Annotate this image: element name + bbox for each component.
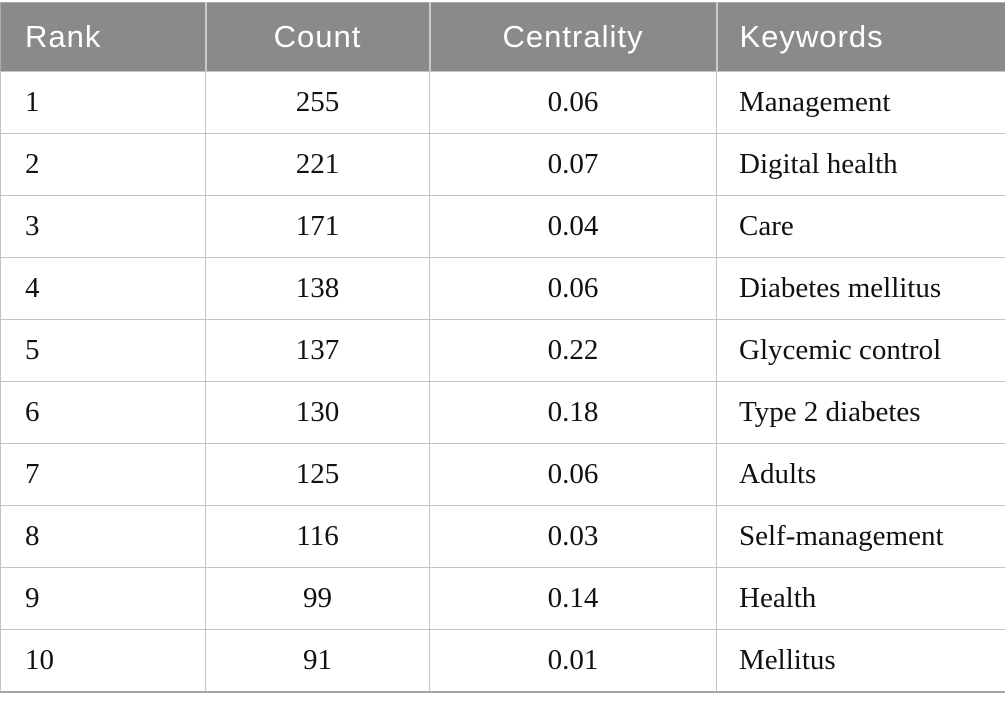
cell-rank: 10	[0, 629, 206, 693]
cell-centrality: 0.14	[429, 567, 717, 630]
cell-rank: 3	[0, 195, 206, 258]
cell-count: 171	[205, 195, 430, 258]
cell-keywords: Health	[716, 567, 1005, 630]
cell-centrality: 0.06	[429, 71, 717, 134]
cell-keywords: Care	[716, 195, 1005, 258]
cell-count: 116	[205, 505, 430, 568]
cell-centrality: 0.18	[429, 381, 717, 444]
table-row: 10 91 0.01 Mellitus	[0, 629, 1005, 693]
cell-keywords: Self-management	[716, 505, 1005, 568]
table-row: 8 116 0.03 Self-management	[0, 505, 1005, 568]
cell-rank: 4	[0, 257, 206, 320]
cell-keywords: Mellitus	[716, 629, 1005, 693]
cell-count: 255	[205, 71, 430, 134]
cell-rank: 7	[0, 443, 206, 506]
table-row: 1 255 0.06 Management	[0, 71, 1005, 134]
header-cell-centrality: Centrality	[428, 2, 717, 72]
cell-count: 91	[205, 629, 430, 693]
table-row: 9 99 0.14 Health	[0, 567, 1005, 630]
cell-rank: 2	[0, 133, 206, 196]
cell-rank: 6	[0, 381, 206, 444]
cell-rank: 1	[0, 71, 206, 134]
cell-centrality: 0.01	[429, 629, 717, 693]
header-cell-rank: Rank	[0, 2, 206, 72]
cell-rank: 5	[0, 319, 206, 382]
table-row: 7 125 0.06 Adults	[0, 443, 1005, 506]
cell-keywords: Glycemic control	[716, 319, 1005, 382]
cell-count: 99	[205, 567, 430, 630]
table-header-row: Rank Count Centrality Keywords	[0, 2, 1005, 72]
cell-keywords: Management	[716, 71, 1005, 134]
cell-rank: 9	[0, 567, 206, 630]
table-row: 4 138 0.06 Diabetes mellitus	[0, 257, 1005, 320]
cell-count: 221	[205, 133, 430, 196]
table-row: 6 130 0.18 Type 2 diabetes	[0, 381, 1005, 444]
cell-keywords: Adults	[716, 443, 1005, 506]
cell-centrality: 0.04	[429, 195, 717, 258]
cell-centrality: 0.06	[429, 257, 717, 320]
cell-centrality: 0.06	[429, 443, 717, 506]
cell-count: 125	[205, 443, 430, 506]
cell-centrality: 0.07	[429, 133, 717, 196]
cell-centrality: 0.03	[429, 505, 717, 568]
cell-rank: 8	[0, 505, 206, 568]
cell-keywords: Digital health	[716, 133, 1005, 196]
cell-keywords: Diabetes mellitus	[716, 257, 1005, 320]
cell-keywords: Type 2 diabetes	[716, 381, 1005, 444]
table-row: 2 221 0.07 Digital health	[0, 133, 1005, 196]
header-cell-count: Count	[204, 2, 430, 72]
table-row: 5 137 0.22 Glycemic control	[0, 319, 1005, 382]
cell-count: 130	[205, 381, 430, 444]
cell-centrality: 0.22	[429, 319, 717, 382]
cell-count: 138	[205, 257, 430, 320]
table-row: 3 171 0.04 Care	[0, 195, 1005, 258]
cell-count: 137	[205, 319, 430, 382]
header-cell-keywords: Keywords	[715, 2, 1005, 72]
